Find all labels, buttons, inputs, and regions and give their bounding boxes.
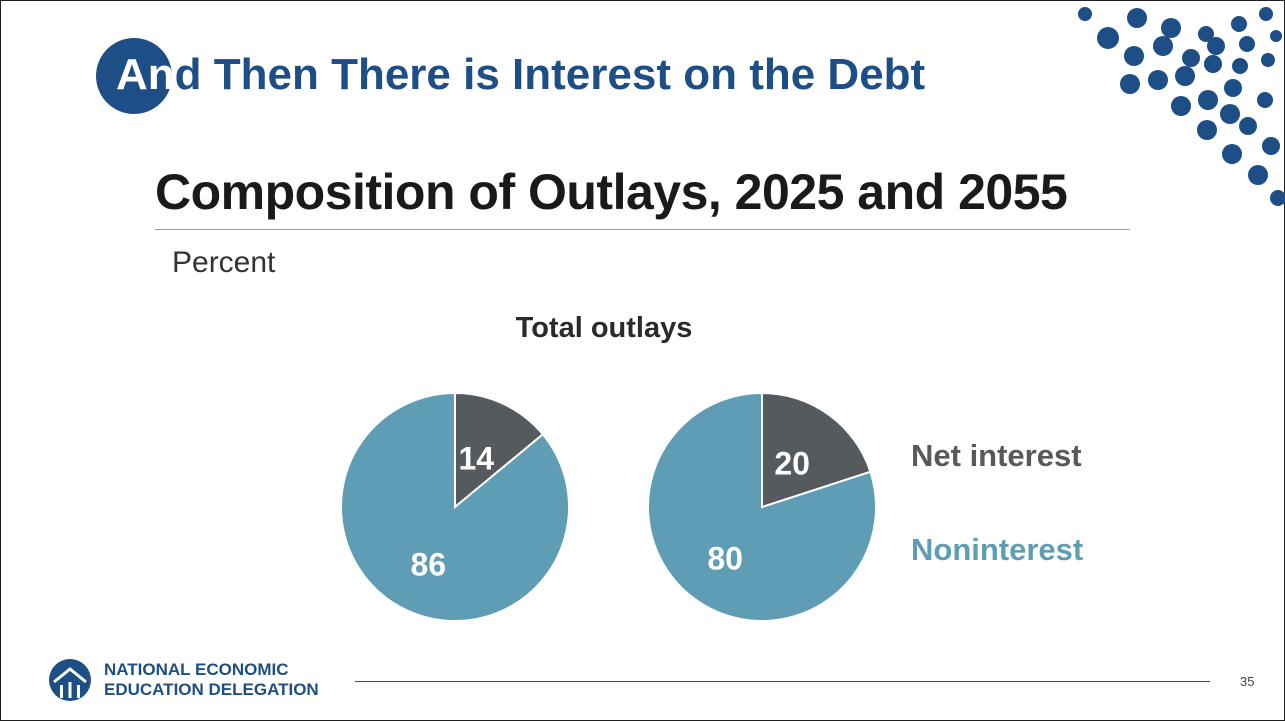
slide-title-badge-text: An <box>116 50 175 99</box>
pie-2025-label-net-interest: 14 <box>459 440 495 476</box>
logo-text-line1: NATIONAL ECONOMIC <box>104 660 289 679</box>
logo-text-line2: EDUCATION DELEGATION <box>104 680 319 699</box>
pie-2025-slice-net-interest <box>454 391 545 510</box>
chart-title: Composition of Outlays, 2025 and 2055 <box>155 164 1068 220</box>
logo-text: NATIONAL ECONOMIC EDUCATION DELEGATION <box>104 660 319 700</box>
page-number: 35 <box>1240 674 1255 689</box>
legend-item-net-interest: Net interest <box>911 438 1082 473</box>
slide-title: And Then There is Interest on the Debt <box>116 48 925 102</box>
pie-2055-label-net-interest: 20 <box>774 446 810 482</box>
pie-2055-label-noninterest: 80 <box>707 541 743 577</box>
pie-2055-slice-noninterest <box>647 391 877 622</box>
logo-icon <box>49 659 91 701</box>
pie-2025-label-noninterest: 86 <box>411 547 447 583</box>
chart-title-rule <box>155 229 1130 230</box>
legend-item-noninterest: Noninterest <box>911 532 1083 567</box>
pie-2055-slice-net-interest <box>761 391 872 509</box>
chart-subtitle: Total outlays <box>515 312 693 344</box>
title-badge <box>96 38 172 114</box>
slide-title-text: d Then There is Interest on the Debt <box>174 50 926 99</box>
chart-units-label: Percent <box>172 246 276 279</box>
dot-pattern-decoration <box>1078 7 1285 206</box>
footer-rule <box>355 681 1210 682</box>
pie-2025-slice-noninterest <box>340 391 570 622</box>
